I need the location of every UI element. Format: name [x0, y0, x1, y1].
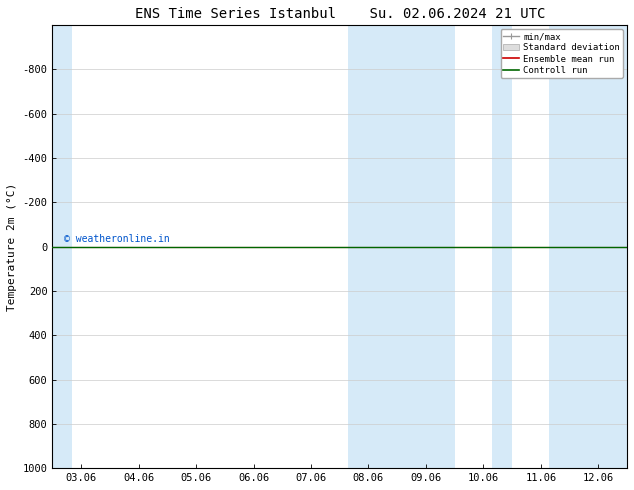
Y-axis label: Temperature 2m (°C): Temperature 2m (°C): [7, 182, 17, 311]
Legend: min/max, Standard deviation, Ensemble mean run, Controll run: min/max, Standard deviation, Ensemble me…: [500, 29, 623, 77]
Bar: [53, 25, 72, 468]
Title: ENS Time Series Istanbul    Su. 02.06.2024 21 UTC: ENS Time Series Istanbul Su. 02.06.2024 …: [134, 7, 545, 21]
Bar: [550, 25, 627, 468]
Bar: [348, 25, 455, 468]
Text: © weatheronline.in: © weatheronline.in: [64, 234, 170, 245]
Bar: [492, 25, 512, 468]
